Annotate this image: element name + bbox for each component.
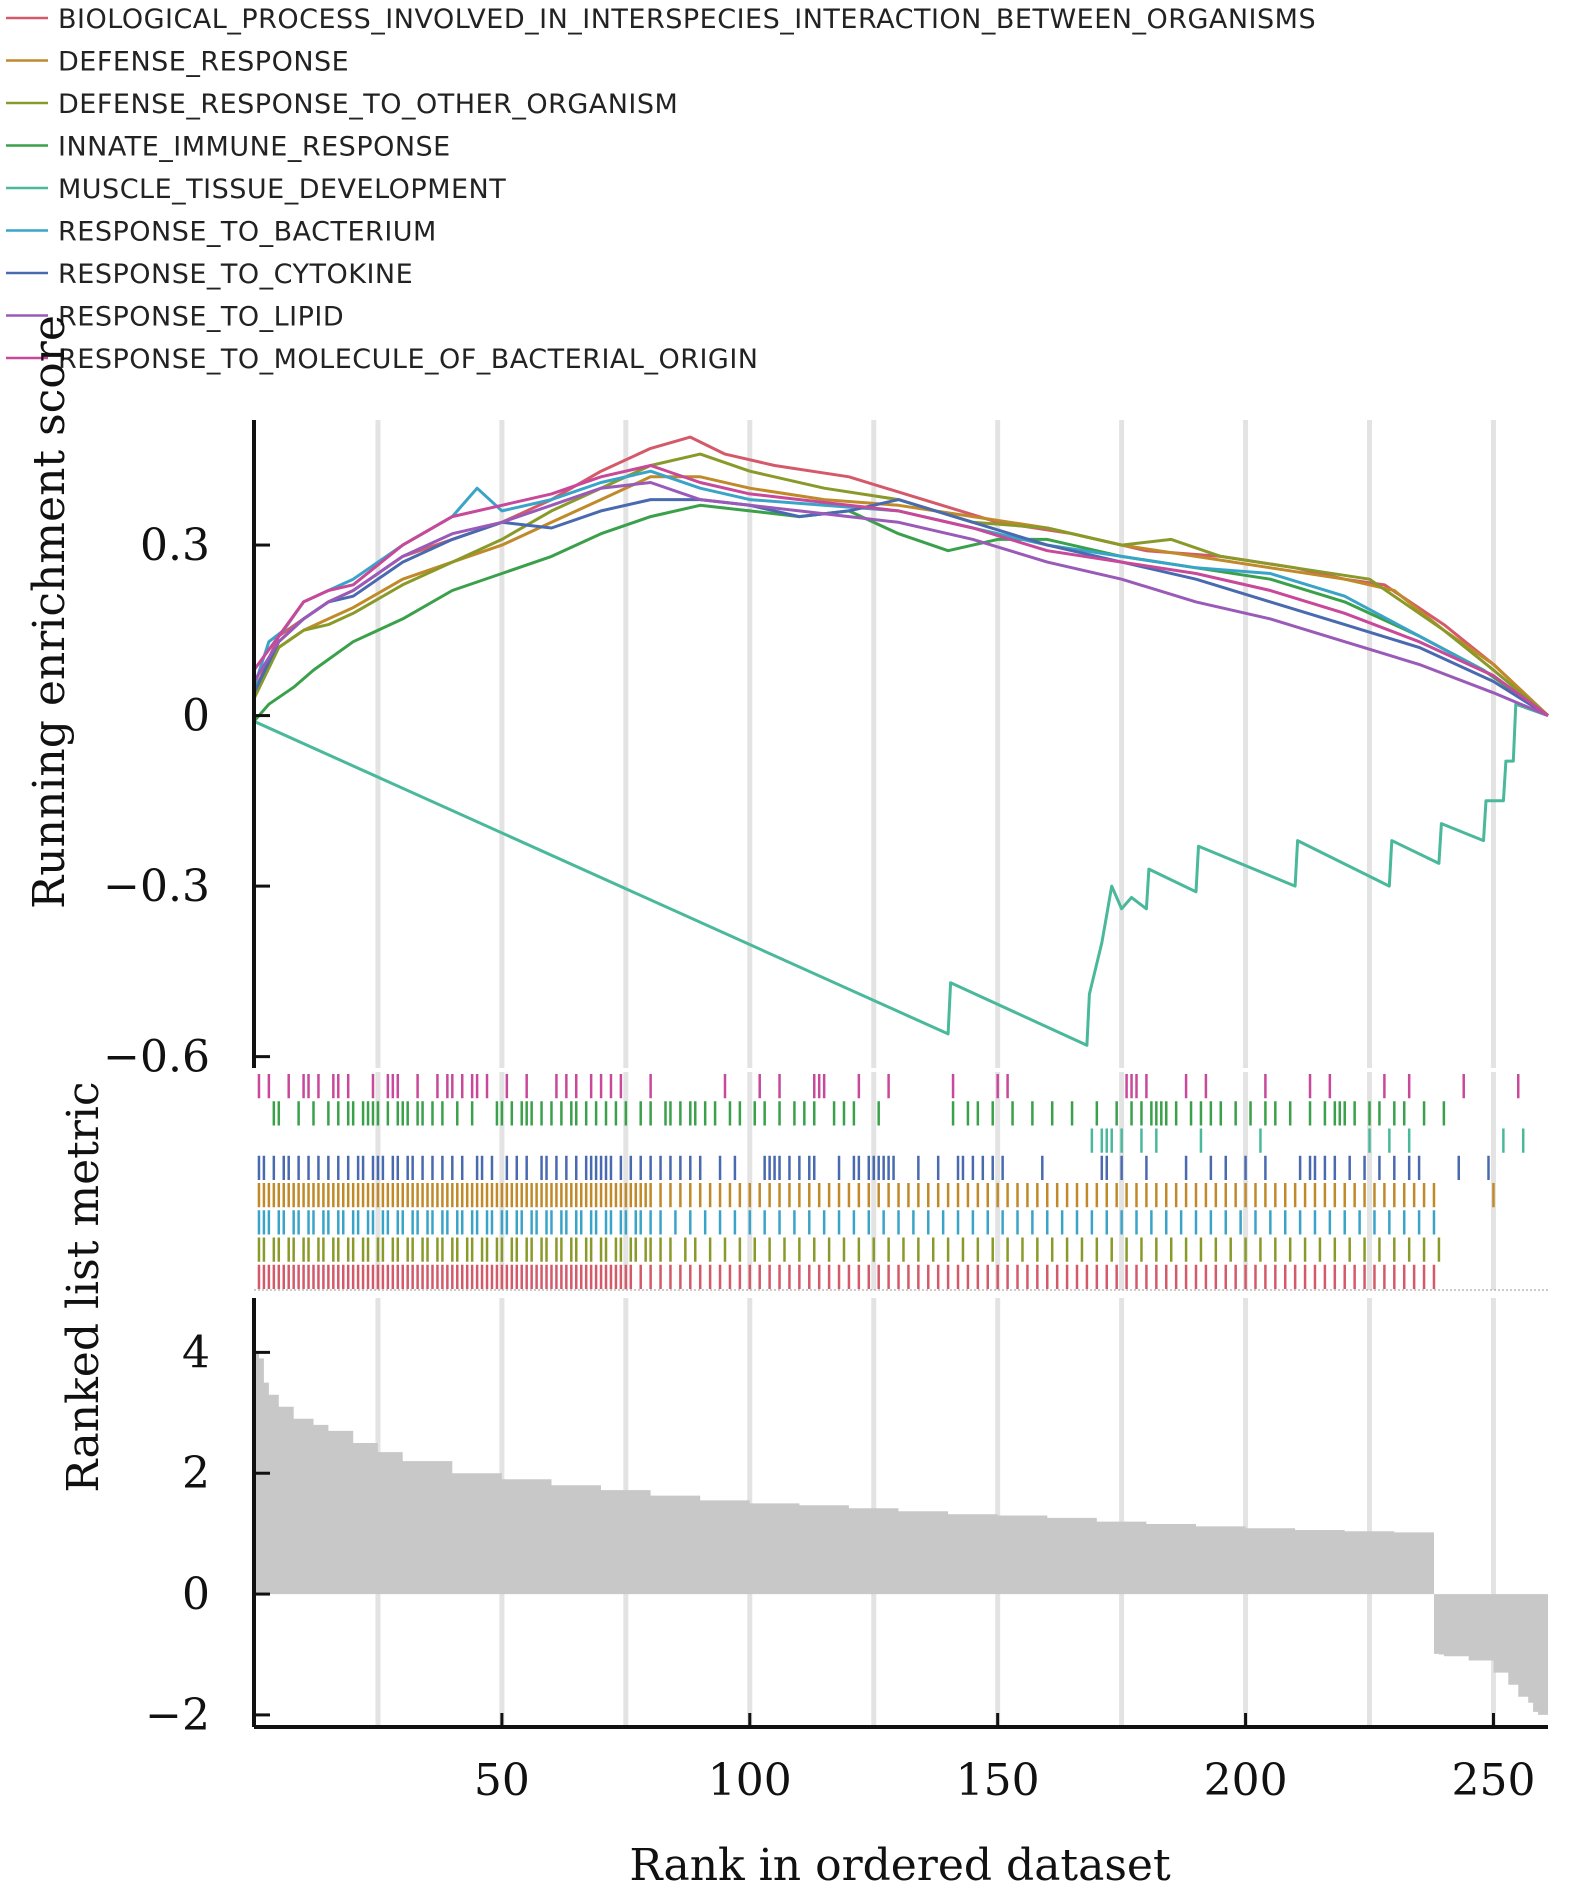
y-axis-title-ranked-metric: Ranked list metric (58, 1081, 109, 1492)
legend-item-innate-immune-response: INNATE_IMMUNE_RESPONSE (6, 132, 451, 163)
x-axis-title: Rank in ordered dataset (629, 1840, 1171, 1891)
hit-row-response-to-cytokine (257, 1155, 1490, 1180)
legend: BIOLOGICAL_PROCESS_INVOLVED_IN_INTERSPEC… (6, 4, 1316, 375)
x-tick-label: 150 (956, 1755, 1040, 1806)
hit-row-response-to-molecule-of-bacterial-origin (257, 1074, 1520, 1099)
legend-label: RESPONSE_TO_LIPID (58, 302, 344, 333)
ranked-metric-panel: 4 2 0 −2 (145, 1298, 1548, 1741)
x-tick-label: 200 (1204, 1755, 1288, 1806)
es-y-tick-label: −0.3 (103, 861, 210, 912)
x-axis: 50 100 150 200 250 (254, 1713, 1548, 1806)
legend-label: MUSCLE_TISSUE_DEVELOPMENT (58, 174, 506, 205)
x-tick-label: 100 (708, 1755, 792, 1806)
legend-label: DEFENSE_RESPONSE_TO_OTHER_ORGANISM (58, 89, 678, 120)
rank-y-tick-label: 0 (182, 1569, 210, 1620)
rank-y-tick-label: 2 (182, 1448, 210, 1499)
legend-label: BIOLOGICAL_PROCESS_INVOLVED_IN_INTERSPEC… (58, 4, 1316, 35)
legend-label: RESPONSE_TO_CYTOKINE (58, 259, 413, 290)
es-line-defense-response (252, 475, 1550, 717)
x-tick-label: 50 (474, 1755, 530, 1806)
es-y-tick-label: 0 (182, 691, 210, 742)
legend-item-biological-process-involved-in-interspecies-interaction-between-organisms: BIOLOGICAL_PROCESS_INVOLVED_IN_INTERSPEC… (6, 4, 1316, 35)
hit-row-defense-response-to-other-organism (257, 1237, 1441, 1262)
legend-label: DEFENSE_RESPONSE (58, 47, 349, 78)
legend-item-response-to-lipid: RESPONSE_TO_LIPID (6, 302, 344, 333)
legend-item-defense-response-to-other-organism: DEFENSE_RESPONSE_TO_OTHER_ORGANISM (6, 89, 678, 120)
es-y-tick-label: 0.3 (140, 520, 210, 571)
x-tick-label: 250 (1451, 1755, 1535, 1806)
enrichment-score-panel: 0.3 0 −0.3 −0.6 (103, 420, 1550, 1083)
es-line-muscle-tissue-development (253, 702, 1549, 1047)
hit-row-defense-response (257, 1183, 1495, 1208)
es-line-innate-immune-response (252, 503, 1549, 723)
legend-label: RESPONSE_TO_BACTERIUM (58, 217, 437, 248)
legend-item-response-to-molecule-of-bacterial-origin: RESPONSE_TO_MOLECULE_OF_BACTERIAL_ORIGIN (6, 344, 759, 375)
hit-row-response-to-bacterium (257, 1210, 1436, 1235)
y-axis-title-enrichment: Running enrichment score (24, 315, 75, 909)
rank-y-tick-label: −2 (145, 1690, 210, 1741)
legend-item-muscle-tissue-development: MUSCLE_TISSUE_DEVELOPMENT (6, 174, 506, 205)
rank-y-tick-label: 4 (182, 1327, 210, 1378)
es-line-response-to-lipid (252, 481, 1549, 717)
hit-row-innate-immune-response (272, 1101, 1446, 1126)
hit-row-muscle-tissue-development (1090, 1128, 1525, 1153)
legend-item-defense-response: DEFENSE_RESPONSE (6, 47, 349, 78)
ranked-metric-area (254, 1352, 1548, 1715)
es-y-tick-label: −0.6 (103, 1032, 210, 1083)
legend-item-response-to-cytokine: RESPONSE_TO_CYTOKINE (6, 259, 413, 290)
legend-label: INNATE_IMMUNE_RESPONSE (58, 132, 451, 163)
legend-label: RESPONSE_TO_MOLECULE_OF_BACTERIAL_ORIGIN (58, 344, 759, 375)
legend-item-response-to-bacterium: RESPONSE_TO_BACTERIUM (6, 217, 437, 248)
es-line-defense-response-to-other-organism (252, 452, 1549, 717)
hit-row-biological-process-involved-in-interspecies-interaction-between-organisms (257, 1264, 1436, 1289)
gene-hit-ticks-panel (254, 1072, 1548, 1291)
es-line-response-to-molecule-of-bacterial-origin (252, 464, 1549, 717)
